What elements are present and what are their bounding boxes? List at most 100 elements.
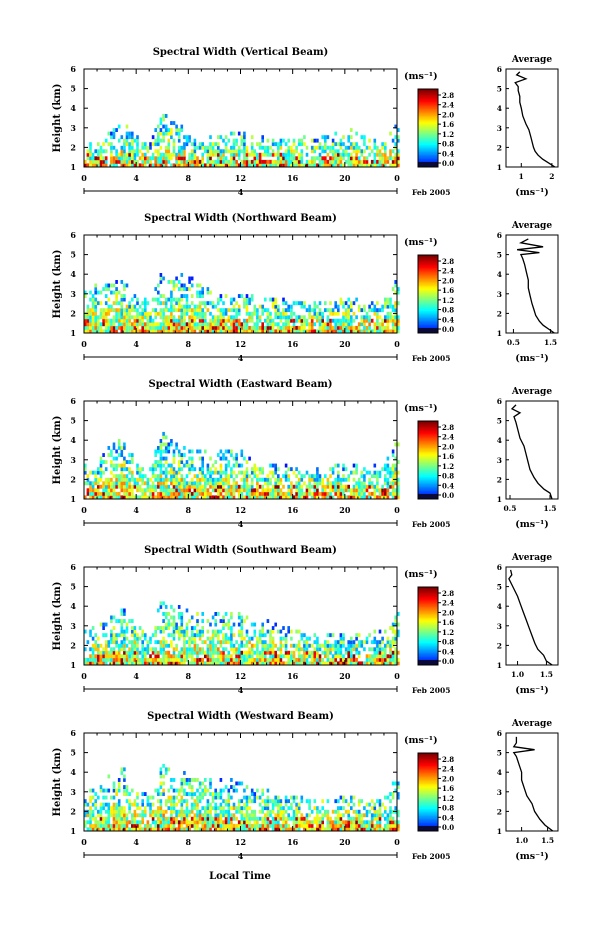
heatmap-cell <box>321 322 324 327</box>
heatmap-cell <box>217 477 220 482</box>
heatmap-cell <box>84 481 87 486</box>
heatmap-cell <box>214 304 217 309</box>
heatmap-cell <box>384 152 387 157</box>
heatmap-cell <box>91 325 95 330</box>
heatmap-cell <box>224 470 228 475</box>
heatmap-cell <box>394 301 397 306</box>
heatmap-cell <box>167 491 171 496</box>
heatmap-cell <box>141 650 144 655</box>
heatmap-cell <box>342 636 345 641</box>
heatmap-cell <box>144 488 147 493</box>
heatmap-cell <box>297 138 301 143</box>
colorbar-unit: (ms⁻¹) <box>404 71 438 82</box>
heatmap-cell <box>204 820 207 825</box>
colorbar-swatch <box>418 434 438 437</box>
heatmap-cell <box>219 159 223 164</box>
heatmap-cell <box>159 792 163 796</box>
heatmap-cell <box>128 142 131 147</box>
heatmap-cell <box>324 322 327 327</box>
heatmap-cell <box>193 792 197 796</box>
heatmap-cell <box>107 802 111 807</box>
heatmap-cell <box>164 488 168 493</box>
heatmap-cell <box>151 470 155 475</box>
heatmap-cell <box>334 491 337 496</box>
heatmap-cell <box>217 488 220 493</box>
heatmap-cell <box>154 474 157 479</box>
colorbar-swatch <box>418 123 438 126</box>
heatmap-cell <box>149 322 152 327</box>
heatmap-cell <box>180 149 184 154</box>
heatmap-cell <box>107 131 111 136</box>
heatmap-cell <box>279 661 283 666</box>
heatmap-cell <box>84 315 87 320</box>
heatmap-cell <box>120 315 124 320</box>
heatmap-cell <box>248 301 251 306</box>
heatmap-cell <box>303 135 306 140</box>
heatmap-cell <box>313 661 317 666</box>
heatmap-cell <box>190 491 194 496</box>
heatmap-cell <box>271 297 275 302</box>
x-tick-label: 0 <box>81 505 87 515</box>
heatmap-cell <box>167 657 171 662</box>
heatmap-cell <box>235 806 238 811</box>
heatmap-cell <box>117 820 121 825</box>
heatmap-cell <box>131 484 134 489</box>
average-x-tick-label: 0.5 <box>507 338 520 347</box>
heatmap-cell <box>230 778 233 782</box>
colorbar-swatch <box>418 255 438 257</box>
heatmap-cell <box>204 778 207 782</box>
heatmap-cell <box>128 491 131 496</box>
heatmap-cell <box>326 318 330 323</box>
heatmap-cell <box>235 474 238 479</box>
heatmap-cell <box>271 488 275 493</box>
heatmap-cell <box>144 813 147 818</box>
heatmap-cell <box>271 657 275 662</box>
heatmap-cell <box>360 149 364 154</box>
heatmap-cell <box>227 488 231 493</box>
heatmap-cell <box>211 488 215 493</box>
heatmap-cell <box>230 661 233 666</box>
heatmap-cell <box>378 308 382 313</box>
heatmap-cell <box>141 809 144 814</box>
heatmap-cell <box>305 159 309 164</box>
heatmap-cell <box>313 495 317 500</box>
heatmap-cell <box>183 308 186 313</box>
heatmap-cell <box>115 456 118 461</box>
heatmap-cell <box>107 304 111 309</box>
heatmap-cell <box>368 163 371 168</box>
heatmap-cell <box>394 280 397 284</box>
colorbar-swatch <box>418 306 438 309</box>
heatmap-cell <box>193 311 197 316</box>
heatmap-cell <box>243 329 246 334</box>
heatmap-cell <box>99 311 103 316</box>
heatmap-cell <box>217 495 220 500</box>
heatmap-cell <box>292 163 296 168</box>
heatmap-cell <box>128 488 131 493</box>
heatmap-cell <box>204 806 207 811</box>
heatmap-cell <box>157 142 160 147</box>
heatmap-cell <box>159 647 163 652</box>
heatmap-cell <box>180 619 184 623</box>
heatmap-cell <box>128 809 131 814</box>
heatmap-cell <box>159 156 163 161</box>
heatmap-cell <box>240 643 244 648</box>
heatmap-cell <box>164 661 168 666</box>
heatmap-cell <box>342 661 345 666</box>
heatmap-cell <box>170 280 173 284</box>
heatmap-cell <box>157 152 160 157</box>
heatmap-cell <box>115 294 118 298</box>
heatmap-cell <box>292 661 296 666</box>
colorbar-swatch <box>418 126 438 129</box>
colorbar-swatch <box>418 457 438 459</box>
colorbar-swatch <box>418 273 438 275</box>
heatmap-cell <box>391 640 395 645</box>
heatmap-cell <box>250 477 254 482</box>
heatmap-cell <box>211 661 215 666</box>
heatmap-cell <box>266 643 270 648</box>
heatmap-cell <box>110 460 113 464</box>
heatmap-cell <box>177 322 181 327</box>
heatmap-cell <box>324 650 327 655</box>
heatmap-cell <box>344 301 348 306</box>
heatmap-cell <box>112 781 116 786</box>
heatmap-cell <box>190 788 194 793</box>
